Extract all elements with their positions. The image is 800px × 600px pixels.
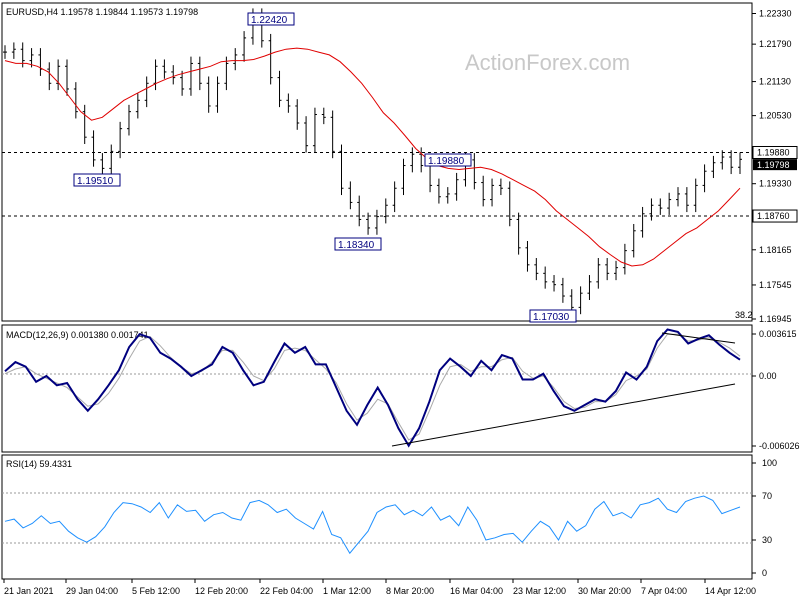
macd-axis: 0.003615 0.00 -0.006026 xyxy=(752,329,800,451)
macd-axis-label: 0.00 xyxy=(759,371,777,381)
price-callout-box xyxy=(424,153,472,167)
price-axis: 1.19880 1.18760 1.22330 1.21790 1.21130 1.205… xyxy=(752,9,798,324)
rsi-axis: 100 70 30 0 xyxy=(752,458,777,578)
price-level-box xyxy=(752,145,798,159)
fib-label: 38.2 xyxy=(735,310,753,320)
price-panel: EURUSD,H4 1.19578 1.19844 1.19573 1.1979… xyxy=(1,2,798,324)
time-axis-label: 23 Mar 12:00 xyxy=(513,586,566,596)
price-panel-header: EURUSD,H4 1.19578 1.19844 1.19573 1.1979… xyxy=(6,7,198,17)
time-axis-label: 16 Mar 04:00 xyxy=(450,586,503,596)
price-callout-box xyxy=(247,12,295,26)
price-bars xyxy=(3,8,742,315)
price-axis-label: 1.20530 xyxy=(759,111,792,121)
time-axis-label: 22 Feb 04:00 xyxy=(260,586,313,596)
price-callout-label: 1.19510 xyxy=(77,176,114,187)
rsi-axis-label: 100 xyxy=(762,458,777,468)
price-axis-label: 1.18165 xyxy=(759,245,792,255)
macd-line xyxy=(4,328,741,448)
price-level-label: 1.18760 xyxy=(757,211,790,221)
price-panel-frame xyxy=(1,2,753,322)
price-callout-label: 1.19880 xyxy=(428,156,465,167)
current-price-label: 1.19798 xyxy=(757,160,790,170)
rsi-line xyxy=(4,495,741,555)
macd-axis-label: 0.003615 xyxy=(759,329,797,339)
macd-panel-frame xyxy=(1,324,753,453)
price-callouts: 1.22420 1.19510 1.19880 1.18340 1.17030 xyxy=(73,12,577,323)
price-axis-label: 1.21790 xyxy=(759,39,792,49)
watermark: ActionForex.com xyxy=(465,50,630,75)
time-axis-label: 8 Mar 20:00 xyxy=(386,586,434,596)
rsi-axis-label: 70 xyxy=(762,491,772,501)
price-callout-label: 1.17030 xyxy=(533,312,570,323)
time-axis-label: 1 Mar 12:00 xyxy=(323,586,371,596)
rsi-panel: RSI(14) 59.4331 100 70 30 0 xyxy=(1,454,777,580)
price-callout-label: 1.18340 xyxy=(338,240,375,251)
macd-resistance-trendline xyxy=(661,332,736,344)
price-axis-label: 1.19330 xyxy=(759,179,792,189)
price-callout-box xyxy=(529,309,577,323)
price-callout-box xyxy=(73,173,121,187)
macd-signal-line xyxy=(4,333,741,441)
current-price-box xyxy=(753,159,797,171)
price-axis-label: 1.22330 xyxy=(759,9,792,19)
rsi-axis-label: 0 xyxy=(762,568,767,578)
rsi-panel-header: RSI(14) 59.4331 xyxy=(6,459,72,469)
price-level-label: 1.19880 xyxy=(757,147,790,157)
time-axis-label: 14 Apr 12:00 xyxy=(705,586,756,596)
time-axis-label: 12 Feb 20:00 xyxy=(195,586,248,596)
price-callout-label: 1.22420 xyxy=(251,15,288,26)
macd-support-trendline xyxy=(391,383,736,447)
price-level-box xyxy=(752,209,798,223)
price-callout-box xyxy=(334,237,382,251)
macd-panel-header: MACD(12,26,9) 0.001380 0.001741 xyxy=(6,330,149,340)
time-axis-label: 21 Jan 2021 xyxy=(4,586,54,596)
macd-axis-label: -0.006026 xyxy=(759,441,800,451)
macd-panel: MACD(12,26,9) 0.001380 0.001741 0.003615… xyxy=(1,324,800,453)
price-axis-label: 1.21130 xyxy=(759,77,791,87)
moving-average-line xyxy=(4,47,741,267)
time-axis-label: 30 Mar 20:00 xyxy=(578,586,631,596)
time-axis-label: 5 Feb 12:00 xyxy=(132,586,180,596)
price-axis-label: 1.17545 xyxy=(759,280,792,290)
time-axis-label: 7 Apr 04:00 xyxy=(641,586,687,596)
time-axis: 21 Jan 2021 29 Jan 04:00 5 Feb 12:00 12 Feb… xyxy=(2,578,756,596)
rsi-axis-label: 30 xyxy=(762,535,772,545)
price-axis-label: 1.16945 xyxy=(759,314,792,324)
time-axis-label: 29 Jan 04:00 xyxy=(66,586,118,596)
